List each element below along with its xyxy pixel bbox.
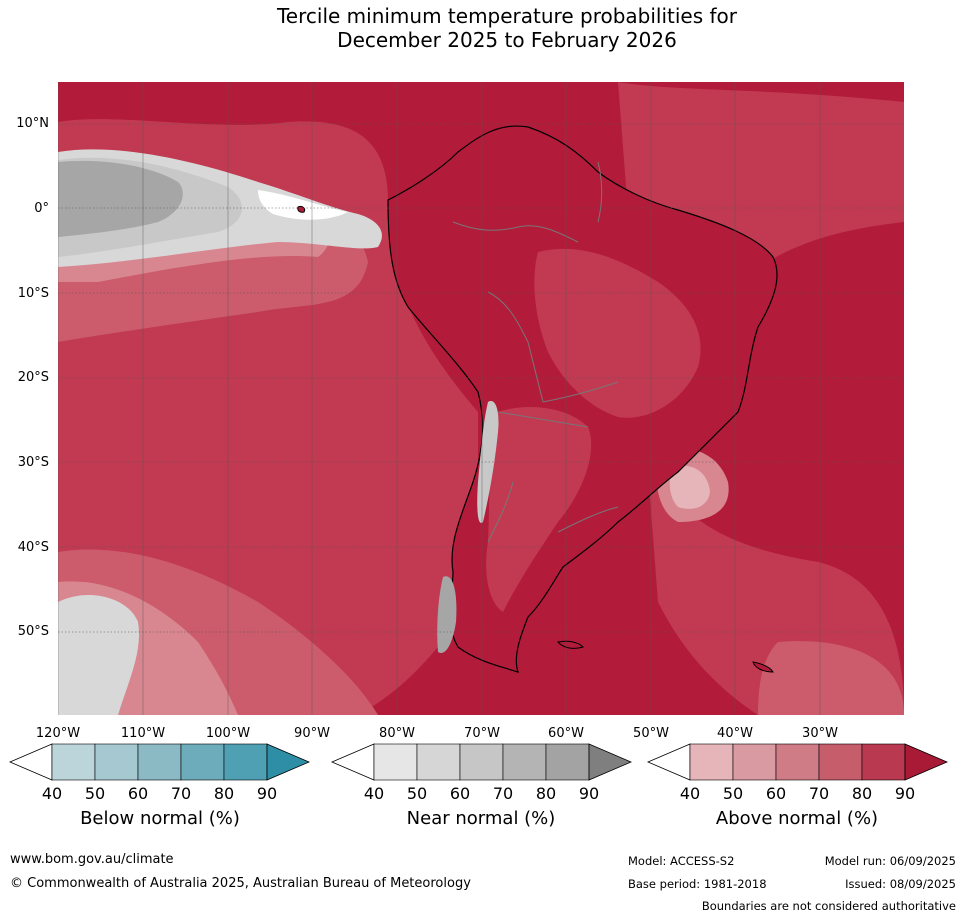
base-period-text: Base period: 1981-2018 bbox=[628, 877, 767, 891]
copyright-text: © Commonwealth of Australia 2025, Austra… bbox=[10, 876, 471, 891]
colorbar-segment bbox=[732, 743, 777, 781]
model-text: Model: ACCESS-S2 bbox=[628, 854, 735, 868]
white-zone bbox=[258, 190, 348, 220]
colorbar-tick-label: 50 bbox=[84, 784, 106, 803]
near-normal-label: Near normal (%) bbox=[406, 808, 556, 829]
near-normal-south-zone bbox=[58, 594, 139, 715]
map-title: Tercile minimum temperature probabilitie… bbox=[0, 4, 965, 52]
colorbar-segment bbox=[818, 743, 863, 781]
colorbar-segment bbox=[223, 743, 268, 781]
colorbar-tick-label: 60 bbox=[127, 784, 149, 803]
atlantic-above-50-zone bbox=[669, 465, 710, 509]
colorbar-tick-label: 80 bbox=[535, 784, 557, 803]
colorbar-tick-label: 70 bbox=[492, 784, 514, 803]
website-link[interactable]: www.bom.gov.au/climate bbox=[10, 852, 174, 867]
lon-label-70w: 70°W bbox=[464, 726, 500, 741]
colorbar-tick-label: 70 bbox=[170, 784, 192, 803]
title-line-2: December 2025 to February 2026 bbox=[337, 28, 677, 52]
lon-label-100w: 100°W bbox=[205, 726, 251, 741]
model-run-text: Model run: 06/09/2025 bbox=[824, 854, 956, 868]
lat-label-10s: 10°S bbox=[17, 286, 49, 301]
near-normal-dark-zone bbox=[58, 160, 183, 237]
colorbar-tick-label: 60 bbox=[449, 784, 471, 803]
andes-near-normal-zone bbox=[477, 401, 499, 523]
colorbar-tick-label: 50 bbox=[722, 784, 744, 803]
title-line-1: Tercile minimum temperature probabilitie… bbox=[276, 4, 738, 28]
colorbar-tick-label: 70 bbox=[808, 784, 830, 803]
probability-map bbox=[58, 82, 904, 715]
colorbar-tick-label: 80 bbox=[851, 784, 873, 803]
lon-label-40w: 40°W bbox=[717, 726, 753, 741]
lat-label-50s: 50°S bbox=[17, 624, 49, 639]
colorbar-segment bbox=[861, 743, 906, 781]
colorbar-segment bbox=[137, 743, 182, 781]
lon-label-120w: 120°W bbox=[35, 726, 81, 741]
issued-text: Issued: 08/09/2025 bbox=[845, 877, 956, 891]
colorbar-segment bbox=[545, 743, 590, 781]
islands bbox=[297, 206, 774, 673]
above-normal-label: Above normal (%) bbox=[715, 808, 879, 829]
colorbar-tick-label: 60 bbox=[765, 784, 787, 803]
gridlines bbox=[58, 123, 904, 633]
colorbar-tick-label: 40 bbox=[363, 784, 385, 803]
disclaimer-text: Boundaries are not considered authoritat… bbox=[701, 899, 956, 913]
colorbar-tick-label: 40 bbox=[41, 784, 63, 803]
near-normal-colorbar bbox=[330, 743, 632, 781]
colorbar-segment bbox=[373, 743, 418, 781]
lat-label-0: 0° bbox=[34, 201, 49, 216]
colorbar-max-triangle bbox=[904, 743, 948, 781]
lat-label-30s: 30°S bbox=[17, 455, 49, 470]
lat-label-10n: 10°N bbox=[16, 116, 49, 131]
south-america-landmass bbox=[387, 125, 778, 673]
brazil-above-80-zone bbox=[534, 248, 701, 418]
colorbar-segment bbox=[689, 743, 734, 781]
colorbar-segment bbox=[51, 743, 96, 781]
colorbar-min-triangle bbox=[330, 743, 375, 781]
meridians bbox=[58, 82, 821, 715]
patagonia-near-normal-zone bbox=[437, 576, 457, 653]
below-normal-colorbar bbox=[8, 743, 310, 781]
below-normal-label: Below normal (%) bbox=[80, 808, 240, 829]
lat-label-20s: 20°S bbox=[17, 370, 49, 385]
colorbar-segment bbox=[180, 743, 225, 781]
lon-label-90w: 90°W bbox=[294, 726, 330, 741]
southern-cone-above-80-zone bbox=[486, 407, 592, 612]
colorbar-tick-label: 90 bbox=[256, 784, 278, 803]
colorbar-tick-label: 90 bbox=[578, 784, 600, 803]
lon-label-60w: 60°W bbox=[548, 726, 584, 741]
lon-label-110w: 110°W bbox=[120, 726, 166, 741]
lon-label-30w: 30°W bbox=[802, 726, 838, 741]
above-normal-colorbar bbox=[646, 743, 948, 781]
colorbar-segment bbox=[775, 743, 820, 781]
colorbar-segment bbox=[502, 743, 547, 781]
colorbar-tick-label: 50 bbox=[406, 784, 428, 803]
colorbar-segment bbox=[94, 743, 139, 781]
colorbar-max-triangle bbox=[266, 743, 310, 781]
colorbar-segment bbox=[459, 743, 504, 781]
colorbar-segment bbox=[416, 743, 461, 781]
colorbar-tick-label: 80 bbox=[213, 784, 235, 803]
atlantic-above-70-south-zone bbox=[758, 641, 904, 715]
colorbar-max-triangle bbox=[588, 743, 632, 781]
colorbar-tick-label: 90 bbox=[894, 784, 916, 803]
lon-label-50w: 50°W bbox=[633, 726, 669, 741]
country-borders bbox=[452, 161, 619, 543]
colorbar-min-triangle bbox=[8, 743, 53, 781]
lat-label-40s: 40°S bbox=[17, 540, 49, 555]
colorbar-min-triangle bbox=[646, 743, 691, 781]
colorbar-tick-label: 40 bbox=[679, 784, 701, 803]
lon-label-80w: 80°W bbox=[379, 726, 415, 741]
